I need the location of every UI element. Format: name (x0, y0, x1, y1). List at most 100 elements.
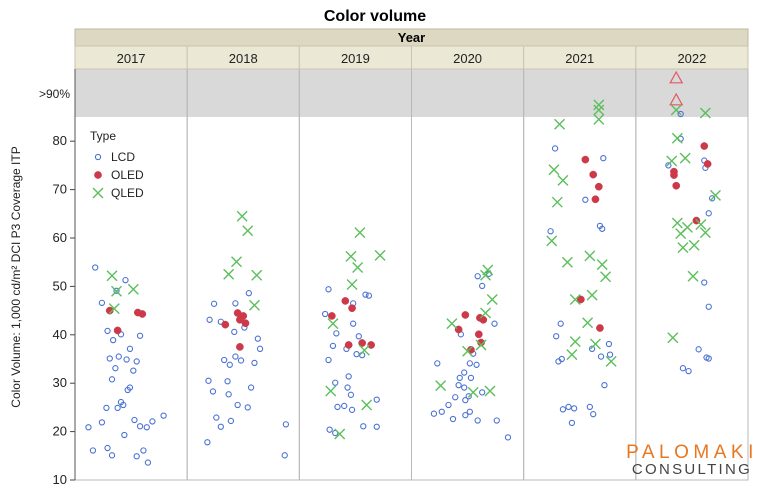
point-2022-oled-2 (672, 181, 681, 190)
point-2020-lcd-17 (445, 401, 452, 409)
point-2019-oled-5 (344, 341, 353, 349)
point-2018-lcd-16 (209, 388, 217, 395)
point-2018-lcd-15 (225, 391, 232, 398)
point-2022-lcd-11 (679, 365, 687, 372)
point-2019-lcd-13 (332, 379, 339, 386)
point-2019-lcd-10 (353, 351, 360, 358)
point-2017-lcd-9 (115, 353, 122, 360)
point-2018-lcd-10 (237, 357, 245, 364)
point-2017-lcd-24 (149, 418, 156, 425)
point-2017-lcd-25 (143, 424, 150, 431)
point-2017-lcd-20 (98, 419, 106, 426)
point-2018-lcd-0 (210, 300, 218, 307)
point-2018-oled-3 (221, 320, 230, 329)
point-2018-lcd-3 (206, 316, 213, 323)
point-2018-qled-1 (242, 225, 254, 237)
point-2018-lcd-17 (234, 401, 241, 409)
point-2022-qled-10 (709, 189, 721, 201)
point-2021-lcd-8 (553, 333, 560, 340)
point-2020-lcd-7 (466, 360, 473, 367)
point-2019-lcd-11 (325, 356, 332, 364)
legend-label-oled: OLED (111, 168, 144, 182)
point-2021-oled-1 (589, 170, 598, 179)
point-2021-qled-6 (546, 235, 558, 247)
point-2021-oled-2 (594, 182, 603, 191)
point-2021-oled-3 (591, 195, 600, 204)
point-2020-qled-8 (467, 386, 479, 398)
point-2017-lcd-19 (103, 404, 110, 412)
point-2021-qled-14 (589, 338, 601, 350)
y-tick-label-10: 10 (53, 472, 67, 487)
point-2020-oled-0 (461, 311, 470, 319)
point-2018-lcd-6 (231, 328, 238, 336)
point-2019-lcd-16 (373, 396, 380, 403)
point-2017-qled-3 (108, 303, 120, 315)
point-2021-lcd-18 (590, 411, 597, 418)
point-2018-lcd-14 (247, 384, 255, 391)
point-2022-qled-2 (679, 152, 691, 164)
point-2017-lcd-23 (160, 412, 167, 419)
y-tick-label-50: 50 (53, 278, 67, 293)
point-2019-lcd-2 (365, 292, 373, 299)
point-2017-lcd-27 (121, 431, 128, 439)
point-2021-lcd-2 (582, 196, 589, 203)
point-2018-lcd-18 (213, 414, 220, 421)
point-2018-qled-5 (231, 256, 243, 268)
point-2019-qled-2 (374, 249, 386, 261)
legend-marker-qled (92, 187, 104, 199)
point-2021-qled-3 (548, 164, 560, 176)
y-tick-label-20: 20 (53, 424, 67, 439)
point-2018-lcd-21 (281, 452, 288, 459)
point-2021-lcd-0 (551, 145, 559, 152)
chart-title: Color volume (324, 8, 426, 25)
point-2022-qled-9 (688, 239, 700, 251)
point-2017-lcd-12 (133, 358, 140, 365)
legend-label-lcd: LCD (111, 150, 135, 164)
point-2022-qled-12 (667, 332, 679, 344)
point-2021-oled-5 (596, 324, 604, 332)
point-2019-lcd-17 (341, 402, 348, 410)
point-2018-lcd-19 (227, 417, 235, 425)
point-2021-qled-17 (586, 289, 598, 301)
overflow-point-2022-qled-0 (670, 104, 682, 116)
point-2019-qled-9 (334, 428, 346, 440)
point-2021-lcd-4 (599, 225, 606, 232)
point-2022-lcd-5 (705, 210, 712, 217)
point-2019-lcd-12 (345, 373, 352, 380)
point-2022-lcd-4 (708, 195, 716, 202)
point-2017-lcd-2 (122, 276, 129, 284)
point-2019-oled-4 (367, 341, 375, 349)
point-2017-lcd-28 (104, 444, 111, 452)
point-2017-lcd-13 (112, 365, 119, 372)
year-label-2017: 2017 (117, 51, 146, 66)
point-2018-lcd-11 (251, 359, 258, 367)
point-2017-oled-3 (113, 326, 122, 335)
point-2019-lcd-7 (355, 333, 362, 340)
y-tick-label-80: 80 (53, 133, 67, 148)
point-2020-lcd-13 (479, 389, 486, 396)
year-label-2021: 2021 (565, 51, 594, 66)
point-2022-qled-11 (687, 270, 699, 282)
point-2019-qled-6 (358, 344, 370, 356)
point-2018-lcd-2 (245, 290, 253, 297)
point-2020-lcd-26 (455, 381, 462, 389)
y-axis-label: Color Volume: 1,000 cd/m² DCI P3 Coverag… (9, 146, 23, 407)
point-2022-lcd-6 (701, 279, 708, 286)
point-2022-lcd-8 (695, 346, 702, 353)
overflow-point-2022-lcd-0 (677, 110, 684, 118)
point-2020-lcd-19 (430, 410, 438, 417)
point-2019-qled-8 (361, 399, 373, 411)
point-2019-lcd-18 (334, 403, 341, 411)
point-2022-qled-5 (681, 221, 693, 233)
point-2018-lcd-25 (224, 378, 231, 385)
point-2022-qled-6 (699, 227, 711, 239)
point-2018-lcd-22 (244, 404, 251, 411)
point-2022-qled-3 (695, 218, 707, 230)
point-2021-lcd-11 (606, 351, 614, 358)
point-2022-lcd-12 (685, 367, 692, 375)
point-2017-lcd-6 (136, 332, 144, 339)
point-2017-lcd-8 (126, 345, 134, 352)
point-2021-lcd-5 (547, 228, 554, 235)
point-2021-qled-13 (569, 336, 581, 348)
